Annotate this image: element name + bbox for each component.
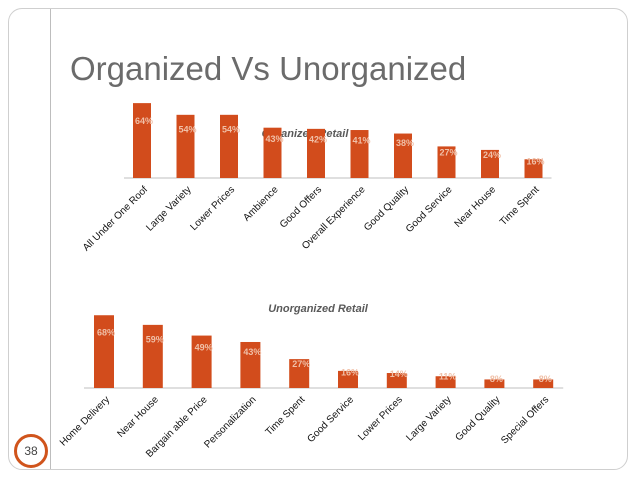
organized-retail-chart: Organized Retail 64% All Under One Roof 54… [81,103,552,253]
category-tick-label: Large Variety [404,394,453,443]
bar [394,133,412,178]
left-rule-divider [50,9,51,469]
category-tick-label: Lower Prices [188,184,237,233]
data-label: 16% [526,157,544,167]
data-label: 27% [439,147,457,157]
bar [142,324,163,388]
category-tick-label: Time Spent [264,394,308,438]
category-tick-label: Home Delivery [58,394,112,448]
category-tick-label: Good Service [305,394,356,445]
bar [386,373,407,388]
bar [220,114,238,178]
slide-frame [8,8,628,470]
bar [176,114,195,178]
data-label: 8% [539,374,552,384]
category-tick-label: Special Offers [499,394,551,446]
category-tick-label: Good Quality [453,394,502,443]
data-label: 27% [292,359,310,369]
bar [437,146,456,178]
data-label: 64% [135,116,153,126]
bar [350,130,369,178]
data-label: 8% [490,374,503,384]
data-label: 59% [146,335,164,345]
data-label: 54% [222,125,240,135]
bar [133,103,151,178]
category-tick-label: Near House [453,184,499,230]
category-tick-label: Good Service [404,184,455,235]
bar [307,128,325,178]
bar [94,315,114,388]
slide-title: Organized Vs Unorganized [70,50,467,87]
data-label: 38% [396,138,414,148]
bar [263,127,282,178]
data-label: 42% [309,135,327,145]
unorganized-retail-chart: Unorganized Retail 68% Home Delivery 59% Ne… [58,303,564,460]
category-tick-label: Lower Prices [356,394,405,443]
organized-retail-chart-title: Organized Retail [262,128,350,140]
data-label: 43% [265,134,283,144]
data-label: 54% [178,125,196,135]
bar [191,335,212,388]
category-tick-label: Good Offers [278,184,324,230]
bar [533,379,554,388]
data-label: 16% [341,368,359,378]
category-tick-label: Time Spent [498,184,542,228]
category-tick-label: All Under One Roof [81,184,150,253]
bar [484,379,505,388]
bar [289,359,310,388]
data-label: 43% [243,347,261,357]
bar [240,341,261,388]
bar [435,376,456,388]
page-number: 38 [24,444,38,458]
category-tick-label: Ambience [241,184,281,224]
page-number-badge: 38 [14,434,48,468]
category-tick-label: Near House [115,394,161,440]
bar [338,370,358,388]
data-label: 11% [439,372,457,382]
category-tick-label: Large Variety [144,184,193,233]
category-tick-label: Personalization [202,394,258,450]
bar [481,149,499,178]
data-label: 68% [97,328,115,338]
data-label: 41% [352,135,370,145]
bar [524,159,543,178]
unorganized-retail-chart-title: Unorganized Retail [268,303,369,315]
data-label: 14% [390,369,408,379]
data-label: 24% [483,150,501,160]
data-label: 49% [195,342,213,352]
